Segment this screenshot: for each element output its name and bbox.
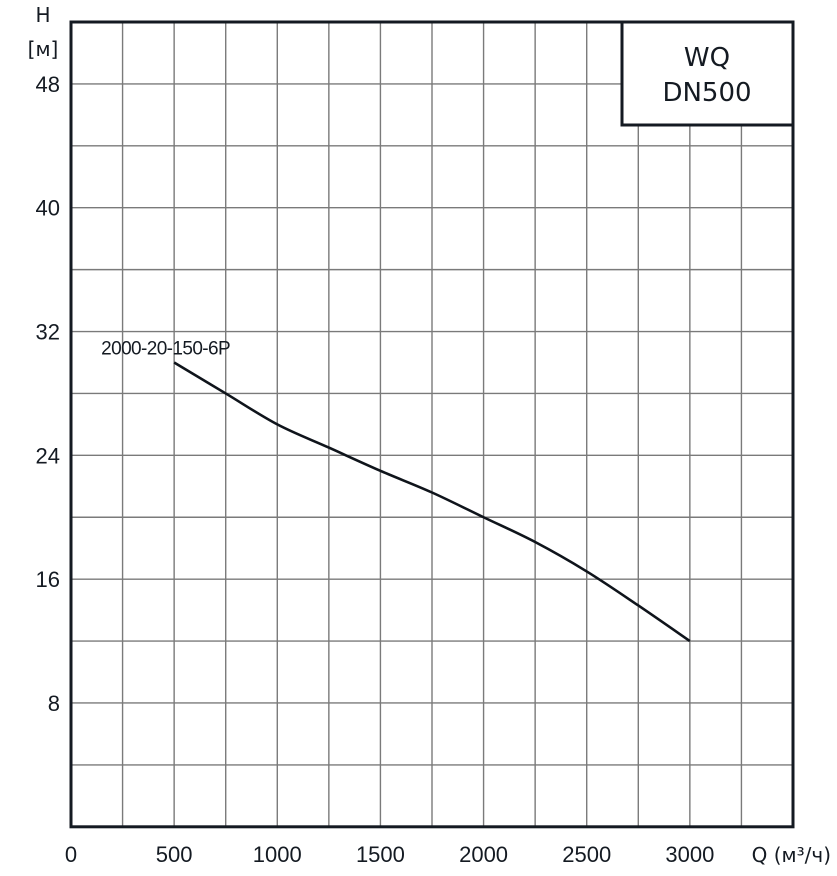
curve-layer: 2000-20-150-6P [101,338,691,643]
y-tick-label: 8 [48,691,60,716]
x-tick-label: 2000 [459,842,508,867]
x-tick-label: 2500 [562,842,611,867]
x-tick-label: 3000 [665,842,714,867]
grid-lines [71,22,793,827]
x-tick-label: 1500 [356,842,405,867]
plot-border [69,20,795,829]
curve-label: 2000-20-150-6P [101,338,230,359]
title-box: WQ DN500 [620,20,795,127]
y-axis-title-unit: [м] [28,37,59,61]
y-axis-title-h: H [35,3,50,27]
title-box-frame [620,20,795,127]
title-line-2: DN500 [662,78,751,108]
x-tick-label: 500 [156,842,193,867]
y-tick-label: 40 [36,196,60,221]
x-tick-label: 1000 [253,842,302,867]
x-tick-label: 0 [65,842,77,867]
x-axis-title: Q (м³/ч) [752,843,831,867]
y-tick-label: 16 [36,567,60,592]
y-tick-label: 24 [36,443,60,468]
curve-2000-20-150-6P [173,361,691,643]
title-line-1: WQ [684,43,730,73]
plot-frame [69,20,795,829]
y-tick-label: 48 [36,72,60,97]
x-axis-ticks: 0 500 1000 1500 2000 2500 3000 [65,842,714,867]
y-tick-label: 32 [36,320,60,345]
y-axis-ticks: 8 16 24 32 40 48 [36,72,60,716]
